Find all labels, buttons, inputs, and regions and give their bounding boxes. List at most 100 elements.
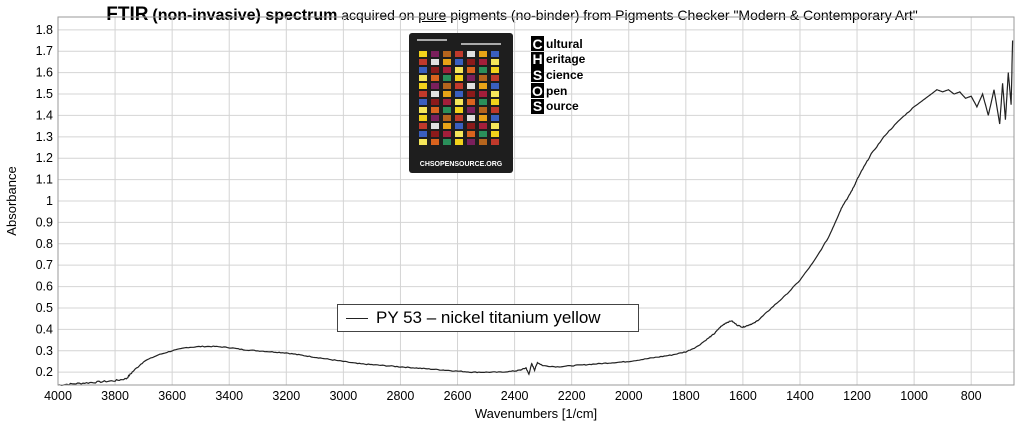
x-tick-label: 1400 [786,389,814,403]
card-swatch [479,115,487,121]
card-footer-text: CHSOPENSOURCE.ORG [419,161,503,168]
card-swatch [431,107,439,113]
card-swatch [491,91,499,97]
card-swatch [491,131,499,137]
plot-frame [57,16,1015,386]
card-swatch [479,123,487,129]
card-swatch [419,83,427,89]
card-swatch [419,115,427,121]
y-axis-label: Absorbance [4,166,19,235]
chsos-logo-word: ultural [546,36,583,51]
y-tick-label: 0.7 [36,258,53,272]
card-swatch [479,99,487,105]
legend-label: PY 53 – nickel titanium yellow [376,308,601,327]
card-swatch [419,51,427,57]
y-tick-label: 1 [46,194,53,208]
x-tick-label: 2200 [558,389,586,403]
card-swatch [455,123,463,129]
card-swatch [467,123,475,129]
y-tick-label: 0.2 [36,365,53,379]
card-swatch [455,131,463,137]
x-tick-label: 2000 [615,389,643,403]
card-swatch [467,107,475,113]
card-swatch [419,123,427,129]
card-swatch [419,67,427,73]
y-tick-label: 1.3 [36,130,53,144]
card-swatch [455,67,463,73]
chsos-logo-word: eritage [546,52,586,67]
y-tick-label: 1.4 [36,108,53,122]
pigments-checker-card-image: CHSOPENSOURCE.ORG [409,33,513,173]
card-swatch [419,91,427,97]
card-swatch [479,91,487,97]
card-swatch [443,75,451,81]
chsos-logo-capital: C [531,35,544,52]
card-swatch [419,59,427,65]
card-swatch [479,75,487,81]
subtitle-post: pigments (no-binder) from Pigments Check… [450,7,918,23]
series-line-py53 [57,40,1014,387]
card-swatch [443,131,451,137]
chsos-logo-capital: S [531,66,544,83]
card-swatch [431,131,439,137]
chsos-logo-word: cience [546,67,584,82]
card-swatch [455,139,463,145]
card-swatch [431,83,439,89]
card-swatch [467,91,475,97]
x-tick-label: 1000 [900,389,928,403]
card-swatch [419,107,427,113]
chart-title: FTIR (non-invasive) spectrum acquired on… [0,4,1024,26]
card-swatch [467,51,475,57]
title-bold-2: (non-invasive) spectrum [152,7,338,24]
card-swatch [443,99,451,105]
chsos-logo-capital: S [531,98,544,115]
card-swatch [443,59,451,65]
y-tick-label: 0.5 [36,301,53,315]
card-swatch [443,91,451,97]
card-swatch [419,75,427,81]
card-swatch [491,83,499,89]
card-swatch [467,59,475,65]
card-swatch [455,115,463,121]
card-swatch [431,115,439,121]
y-tick-label: 1.2 [36,151,53,165]
card-swatch [431,123,439,129]
card-swatch [491,51,499,57]
card-swatch [467,67,475,73]
tick-labels: 4000 3800 3600 3400 3200 3000 2800 2600 2400 2200… [36,23,982,403]
card-swatch [455,59,463,65]
chsos-logo-capital: H [531,51,544,68]
card-swatch [443,83,451,89]
card-header-lines [417,39,505,47]
legend: PY 53 – nickel titanium yellow [337,304,639,332]
card-swatch [491,123,499,129]
y-tick-label: 0.8 [36,237,53,251]
chsos-logo-capital: O [531,82,544,99]
chsos-logo-word: ource [546,99,579,114]
x-tick-label: 1800 [672,389,700,403]
y-tick-label: 0.9 [36,215,53,229]
x-tick-label: 3800 [101,389,129,403]
title-bold: FTIR [106,4,149,25]
card-swatch [419,139,427,145]
y-tick-label: 0.6 [36,280,53,294]
card-swatch [479,107,487,113]
card-swatch [467,131,475,137]
x-axis-label: Wavenumbers [1/cm] [475,406,597,421]
subtitle-underlined: pure [418,7,447,23]
card-swatch [491,115,499,121]
card-swatch [455,83,463,89]
x-tick-label: 3200 [272,389,300,403]
x-tick-label: 4000 [44,389,72,403]
card-swatch [455,107,463,113]
card-swatch [443,67,451,73]
card-swatch [443,123,451,129]
card-swatch [455,91,463,97]
card-swatch [467,99,475,105]
card-swatch [431,99,439,105]
